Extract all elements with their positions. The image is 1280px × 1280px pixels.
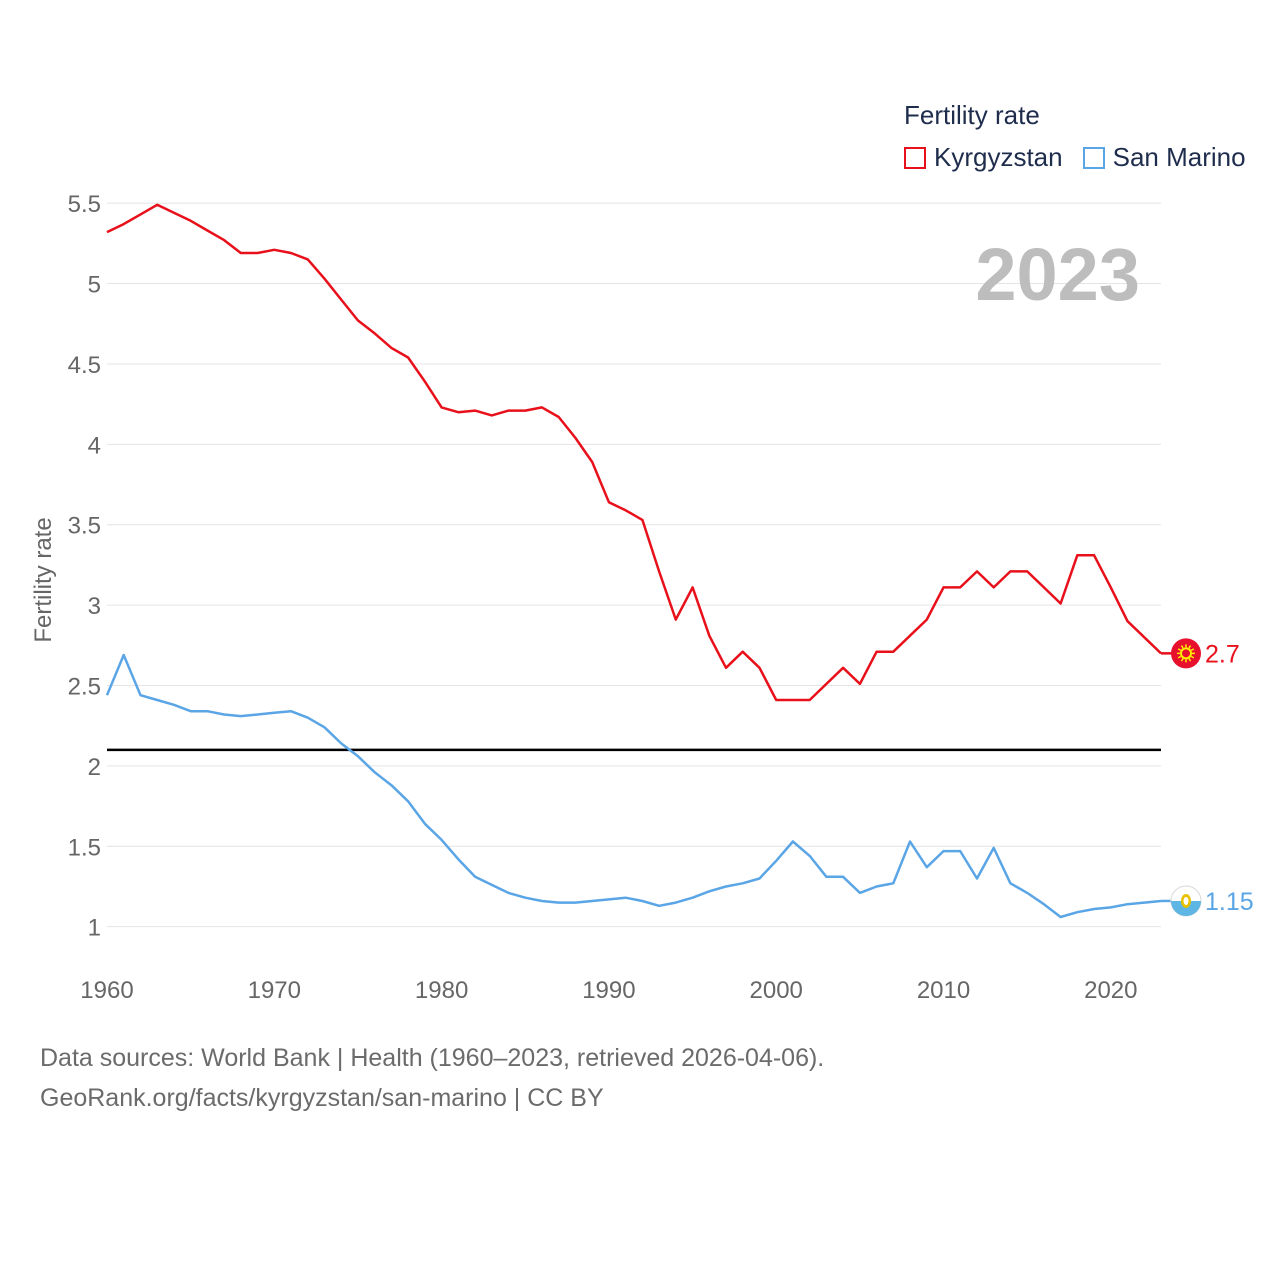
source-line-2[interactable]: GeoRank.org/facts/kyrgyzstan/san-marino … [40,1084,604,1112]
y-tick-label: 2.5 [68,674,101,701]
source-line-1: Data sources: World Bank | Health (1960–… [40,1044,825,1072]
flag-kyrgyzstan-icon [1171,638,1201,669]
y-tick-label: 3 [88,593,101,620]
y-tick-label: 4.5 [68,352,101,379]
end-value-label-san-marino: 1.15 [1205,888,1254,916]
x-tick-label: 1960 [80,977,133,1004]
legend-label-san-marino: San Marino [1112,142,1246,172]
legend-title: Fertility rate [904,100,1040,130]
sun-ray [1180,658,1184,662]
x-axis-ticks: 1960 1970 1980 1990 2000 2010 2020 [80,977,1137,1004]
sun-ray [1180,645,1184,649]
x-tick-label: 1990 [582,977,635,1004]
sun-ray [1190,655,1195,659]
y-tick-label: 2 [88,754,101,781]
end-value-label-kyrgyzstan: 2.7 [1205,640,1240,668]
series-end-markers: 2.7 1.15 [1161,638,1254,917]
sun-ray [1188,658,1192,662]
sun-ray [1190,648,1195,652]
series-line-kyrgyzstan [106,203,1162,702]
flag-blue-half [1171,900,1201,916]
legend-label-kyrgyzstan: Kyrgyzstan [934,142,1063,172]
grid-lines [107,202,1161,928]
sun-ray [1177,648,1182,652]
sun-ray [1188,645,1192,649]
y-tick-label: 5 [88,272,101,299]
x-tick-label: 1970 [248,977,301,1004]
series-lines [105,203,1162,919]
legend-swatch-san-marino [1082,146,1105,169]
legend-item-san-marino[interactable]: San Marino [1082,142,1246,173]
series-line-san-marino [105,653,1162,919]
y-tick-label: 1.5 [68,834,101,861]
legend: Kyrgyzstan San Marino [904,142,1266,173]
x-tick-label: 2010 [917,977,970,1004]
y-tick-label: 4 [88,432,101,459]
legend-swatch-kyrgyzstan [904,146,926,169]
x-tick-label: 2020 [1084,977,1137,1004]
y-tick-label: 5.5 [68,191,101,218]
x-tick-label: 1980 [415,977,468,1004]
x-tick-label: 2000 [750,977,803,1004]
y-tick-label: 3.5 [68,513,101,540]
legend-item-kyrgyzstan[interactable]: Kyrgyzstan [904,142,1063,173]
y-axis-title: Fertility rate [30,517,57,642]
sun-icon [1180,647,1192,660]
coat-of-arms-inner [1183,896,1189,905]
y-axis-ticks: 1 1.5 2 2.5 3 3.5 4 4.5 5 5.5 [68,191,101,942]
sun-ray [1177,655,1182,659]
y-tick-label: 1 [88,915,101,942]
year-label: 2023 [975,233,1140,316]
